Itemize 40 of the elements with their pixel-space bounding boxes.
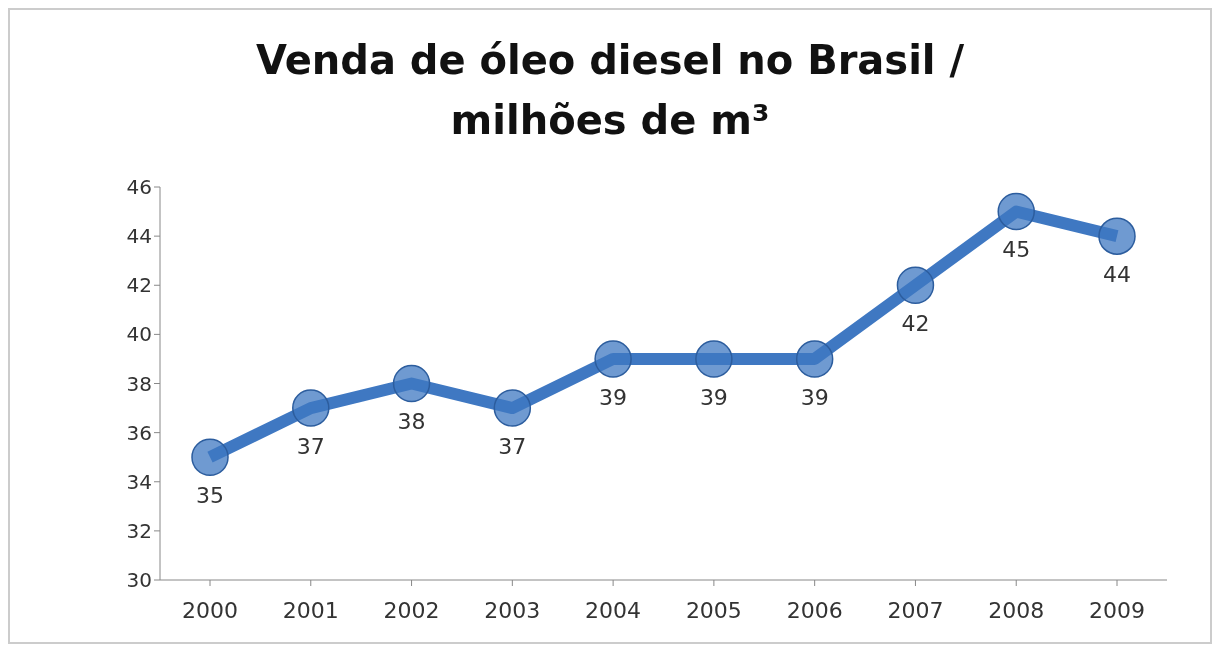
x-tick-label: 2006 <box>786 597 843 623</box>
y-tick-label: 34 <box>126 469 152 494</box>
point <box>997 192 1035 231</box>
point <box>493 389 532 427</box>
x-tick-label: 2004 <box>585 597 642 623</box>
y-tick-label: 40 <box>126 322 152 347</box>
data-label: 39 <box>599 384 628 410</box>
point <box>392 364 431 403</box>
data-label: 35 <box>196 482 224 508</box>
point <box>1098 217 1136 255</box>
data-label: 44 <box>1103 261 1131 287</box>
chart-title: Venda de óleo diesel no Brasil / milhões de m³ <box>254 36 966 145</box>
point <box>191 438 229 476</box>
x-tick-label: 2009 <box>1089 597 1145 623</box>
y-tick-label: 38 <box>126 371 152 396</box>
y-tick-label: 46 <box>126 175 152 200</box>
x-tick-label: 2002 <box>383 597 440 623</box>
data-label: 38 <box>397 409 426 435</box>
y-tick-label: 36 <box>126 420 152 445</box>
y-tick-label: 32 <box>126 518 152 543</box>
point <box>292 389 330 427</box>
x-tick-label: 2001 <box>282 597 339 623</box>
data-label: 42 <box>901 310 930 336</box>
x-tick-label: 2005 <box>685 597 742 623</box>
data-label: 39 <box>699 384 728 410</box>
point <box>594 340 632 378</box>
point <box>695 340 733 378</box>
data-label: 39 <box>800 384 829 410</box>
point <box>795 340 834 378</box>
x-tick-label: 2007 <box>887 597 944 623</box>
data-label: 37 <box>498 433 527 459</box>
x-tick-label: 2008 <box>988 597 1045 623</box>
point <box>896 266 935 304</box>
y-tick-label: 44 <box>126 224 152 249</box>
y-tick-label: 42 <box>126 273 152 298</box>
data-label: 45 <box>1002 237 1031 263</box>
y-tick-label: 30 <box>126 568 152 593</box>
x-tick-label: 2000 <box>182 597 238 623</box>
data-label: 37 <box>296 433 325 459</box>
x-tick-label: 2003 <box>484 597 541 623</box>
